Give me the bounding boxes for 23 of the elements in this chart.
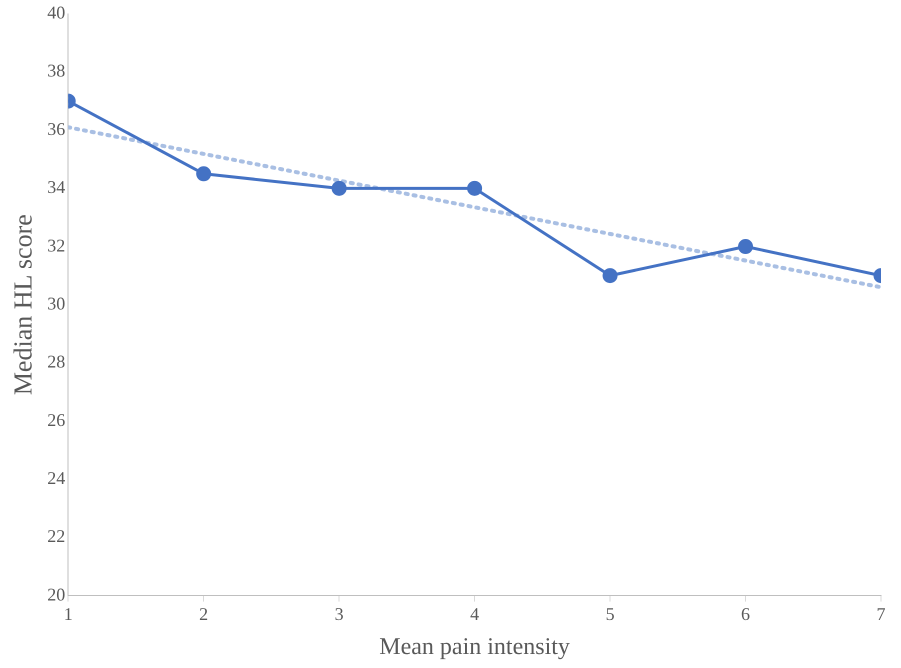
y-axis-title: Median HL score <box>8 214 38 396</box>
y-tick-label: 22 <box>47 526 66 546</box>
point <box>332 180 347 196</box>
y-tick-label: 24 <box>47 468 66 488</box>
y-tick-label: 30 <box>47 293 66 314</box>
y-tick-label: 36 <box>47 118 66 139</box>
x-tick-label: 6 <box>741 604 750 624</box>
x-tick-label: 2 <box>199 604 208 624</box>
y-tick-label: 40 <box>47 2 66 23</box>
x-tick-label: 5 <box>606 604 615 624</box>
y-tick-label: 20 <box>47 584 66 604</box>
x-tick-label: 7 <box>876 604 886 624</box>
point <box>602 268 618 284</box>
y-tick-label: 38 <box>47 60 66 81</box>
y-tick-label: 26 <box>47 410 66 430</box>
x-tick-label: 1 <box>64 604 73 624</box>
y-tick-label: 32 <box>47 235 66 256</box>
y-tick-label: 28 <box>47 352 66 372</box>
point <box>467 180 482 196</box>
x-tick-label: 3 <box>334 604 344 624</box>
y-tick-label: 34 <box>47 177 66 198</box>
x-tick-label: 4 <box>470 604 480 624</box>
x-axis-title: Mean pain intensity <box>379 634 570 660</box>
